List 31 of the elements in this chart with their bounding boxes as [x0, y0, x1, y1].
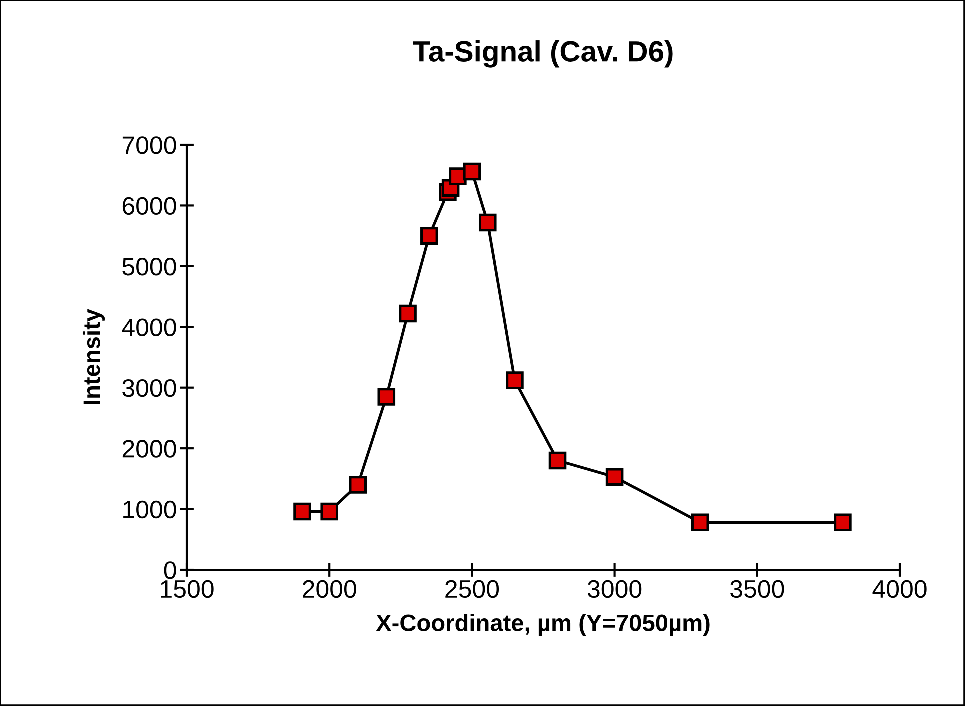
y-tick-label: 3000 [122, 379, 176, 398]
point [548, 452, 567, 470]
point [420, 227, 438, 245]
y-tick-label: 2000 [122, 440, 176, 458]
point [478, 214, 497, 232]
point [378, 388, 396, 406]
y-tick-label: 6000 [122, 197, 176, 216]
x-tick-label: 3000 [588, 580, 642, 598]
point [506, 372, 524, 390]
point [463, 162, 482, 181]
y-tick-label: 7000 [122, 136, 176, 154]
x-tick-label: 2000 [303, 580, 356, 598]
point [691, 514, 710, 532]
point [834, 514, 852, 532]
x-tick-label: 4000 [872, 580, 927, 598]
x-tick-label: 2500 [446, 580, 500, 598]
x-tick-label: 3500 [730, 580, 784, 598]
point [399, 304, 417, 323]
point [320, 502, 338, 521]
point [606, 468, 624, 486]
y-tick-label: 1000 [124, 500, 176, 519]
x-tick-label: 1500 [161, 580, 214, 598]
chart-title: Ta-Signal (Cav. D6) [413, 40, 673, 68]
y-tick-label: 5000 [122, 258, 176, 276]
x-axis-title: X-Coordinate, µm (Y=7050µm) [376, 614, 710, 636]
y-tick-label: 0 [164, 562, 176, 580]
point [449, 168, 467, 186]
point [294, 502, 312, 521]
y-tick-label: 4000 [122, 318, 176, 336]
y-axis-title: Intensity [82, 309, 105, 404]
point [349, 476, 368, 494]
